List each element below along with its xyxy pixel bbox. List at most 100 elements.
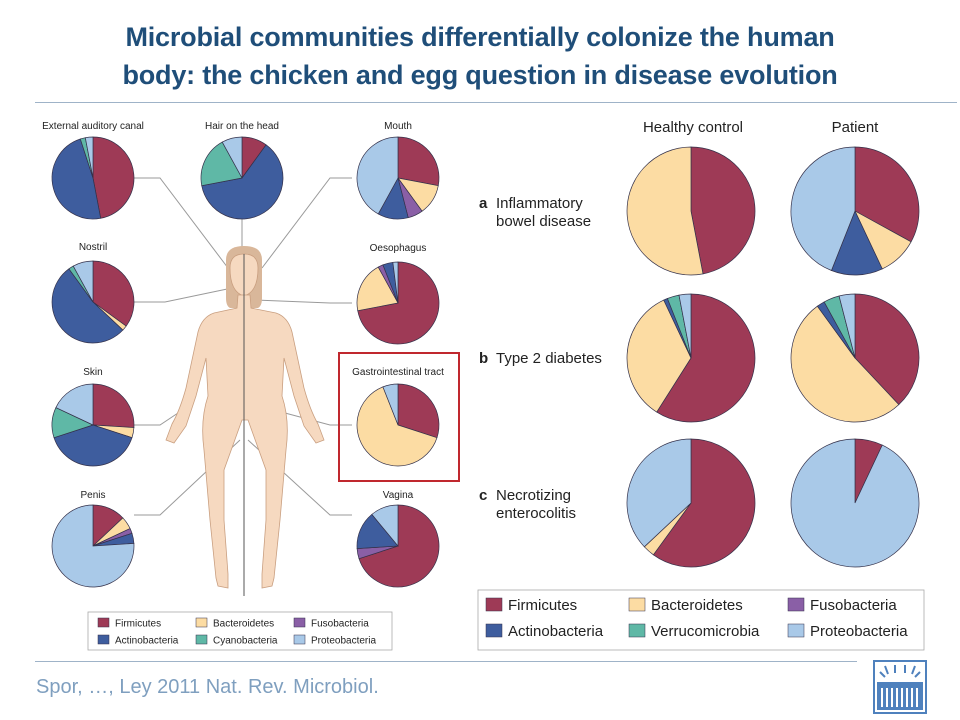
disease-legend-swatch-proteobacteria — [787, 623, 805, 638]
nostril-label: Nostril — [79, 242, 107, 253]
oesophagus-label: Oesophagus — [370, 243, 427, 254]
disease-legend-frame — [477, 589, 925, 651]
condition-b-healthy-slice-proteobacteria — [678, 293, 692, 359]
condition-c-healthy-slice-proteobacteria — [626, 438, 692, 548]
legend-label-actinobacteria: Actinobacteria — [115, 636, 179, 647]
oesophagus-slice-proteobacteria — [392, 261, 399, 304]
disease-legend-swatch-actinobacteria — [485, 623, 503, 638]
condition-b-patient-slice-proteobacteria — [838, 293, 856, 359]
nostril-slice-proteobacteria — [72, 260, 94, 303]
skin-slice-firmicutes — [92, 383, 135, 428]
legend-swatch-bacteroidetes — [195, 617, 208, 628]
condition-b-patient-pie — [790, 293, 920, 423]
gastrointestinal-tract-pie — [356, 383, 440, 467]
condition-c-label-line1: Necrotizing — [496, 487, 571, 504]
title-line-1: Microbial communities differentially col… — [125, 22, 835, 52]
connector-lines — [134, 177, 352, 516]
condition-b-patient-slice-bacteroidetes — [790, 305, 900, 423]
disease-legend-label-verrucomicrobia: Verrucomicrobia — [651, 623, 760, 640]
condition-a-label-line1: Inflammatory — [496, 195, 583, 212]
disease-legend-label-actinobacteria: Actinobacteria — [508, 623, 604, 640]
penis-pie — [51, 504, 135, 588]
condition-b-healthy-slice-firmicutes — [656, 293, 756, 423]
condition-b-healthy-slice-bacteroidetes — [626, 299, 692, 413]
disease-legend-swatch-verrucomicrobia — [628, 623, 646, 638]
gastrointestinal-tract-slice-bacteroidetes — [356, 386, 438, 467]
condition-a-healthy-slice-bacteroidetes — [626, 146, 704, 276]
disease-legend-swatch-bacteroidetes — [628, 597, 646, 612]
condition-b-letter: b — [479, 350, 488, 367]
vagina-slice-proteobacteria — [371, 504, 399, 547]
condition-c-label-line2: enterocolitis — [496, 505, 576, 522]
citation: Spor, …, Ley 2011 Nat. Rev. Microbiol. — [36, 676, 379, 698]
torso-limbs-shape — [165, 294, 325, 589]
hair-on-the-head-slice-actinobacteria — [201, 144, 284, 220]
gastrointestinal-tract-label: Gastrointestinal tract — [352, 367, 444, 378]
nostril-slice-actinobacteria — [51, 268, 124, 344]
condition-c-healthy-slice-firmicutes — [652, 438, 756, 568]
external-auditory-canal-label: External auditory canal — [42, 121, 144, 132]
hair-on-the-head-pie — [200, 136, 284, 220]
legend-label-firmicutes: Firmicutes — [115, 619, 161, 630]
legend-swatch-actinobacteria — [97, 634, 110, 645]
disease-legend-swatch-fusobacteria — [787, 597, 805, 612]
disease-legend-label-bacteroidetes: Bacteroidetes — [651, 597, 743, 614]
skin-label: Skin — [83, 367, 102, 378]
condition-c-patient-pie — [790, 438, 920, 568]
gastrointestinal-tract-slice-proteobacteria — [382, 383, 399, 426]
vagina-pie — [356, 504, 440, 588]
condition-a-patient-slice-firmicutes — [854, 146, 920, 243]
legend-label-bacteroidetes: Bacteroidetes — [213, 619, 274, 630]
disease-legend-label-fusobacteria: Fusobacteria — [810, 597, 897, 614]
legend-swatch-firmicutes — [97, 617, 110, 628]
legend-swatch-proteobacteria — [293, 634, 306, 645]
condition-a-patient-slice-proteobacteria — [790, 146, 856, 271]
condition-a-healthy-pie — [626, 146, 756, 276]
condition-b-label-line1: Type 2 diabetes — [496, 350, 602, 367]
external-auditory-canal-pie — [51, 136, 135, 220]
slide-title: Microbial communities differentially col… — [20, 18, 940, 94]
body-site-pies: External auditory canal Hair on the head M… — [42, 121, 444, 588]
external-auditory-canal-slice-proteobacteria — [84, 136, 94, 179]
external-auditory-canal-slice-actinobacteria — [51, 138, 102, 220]
title-divider — [35, 102, 957, 103]
nostril-slice-firmicutes — [92, 260, 135, 327]
nostril-pie — [51, 260, 135, 344]
hair-on-the-head-slice-cyanobacteria — [200, 141, 243, 187]
condition-a-healthy-slice-firmicutes — [690, 146, 756, 275]
penis-label: Penis — [80, 490, 105, 501]
skin-slice-proteobacteria — [55, 383, 94, 426]
mouth-slice-proteobacteria — [356, 136, 399, 215]
condition-c-patient-slice-proteobacteria — [790, 438, 920, 568]
penis-slice-proteobacteria — [51, 504, 135, 588]
condition-c-healthy-pie — [626, 438, 756, 568]
disease-legend-swatch-firmicutes — [485, 597, 503, 612]
disease-legend: Firmicutes Bacteroidetes Fusobacteria Actin… — [485, 597, 908, 640]
disease-pies — [626, 146, 920, 568]
column-header-healthy: Healthy control — [643, 119, 743, 136]
hair-on-the-head-label: Hair on the head — [205, 121, 279, 132]
legend-label-fusobacteria: Fusobacteria — [311, 619, 369, 630]
disease-legend-label-proteobacteria: Proteobacteria — [810, 623, 908, 640]
footer-divider — [35, 661, 857, 662]
disease-legend-label-firmicutes: Firmicutes — [508, 597, 577, 614]
mouth-label: Mouth — [384, 121, 412, 132]
condition-a-letter: a — [479, 195, 488, 212]
institution-logo — [873, 660, 927, 714]
skin-slice-actinobacteria — [53, 424, 133, 467]
skin-pie — [51, 383, 135, 467]
external-auditory-canal-slice-firmicutes — [92, 136, 135, 219]
condition-b-healthy-pie — [626, 293, 756, 423]
condition-a-patient-pie — [790, 146, 920, 276]
legend-label-cyanobacteria: Cyanobacteria — [213, 636, 278, 647]
mouth-slice-firmicutes — [397, 136, 440, 187]
body-site-legend: Firmicutes Bacteroidetes Fusobacteria Actin… — [97, 617, 376, 647]
human-body-figure — [165, 246, 325, 596]
legend-swatch-fusobacteria — [293, 617, 306, 628]
gastrointestinal-highlight-box — [338, 352, 460, 482]
column-header-patient: Patient — [832, 119, 880, 136]
vagina-label: Vagina — [383, 490, 414, 501]
oesophagus-pie — [356, 261, 440, 345]
